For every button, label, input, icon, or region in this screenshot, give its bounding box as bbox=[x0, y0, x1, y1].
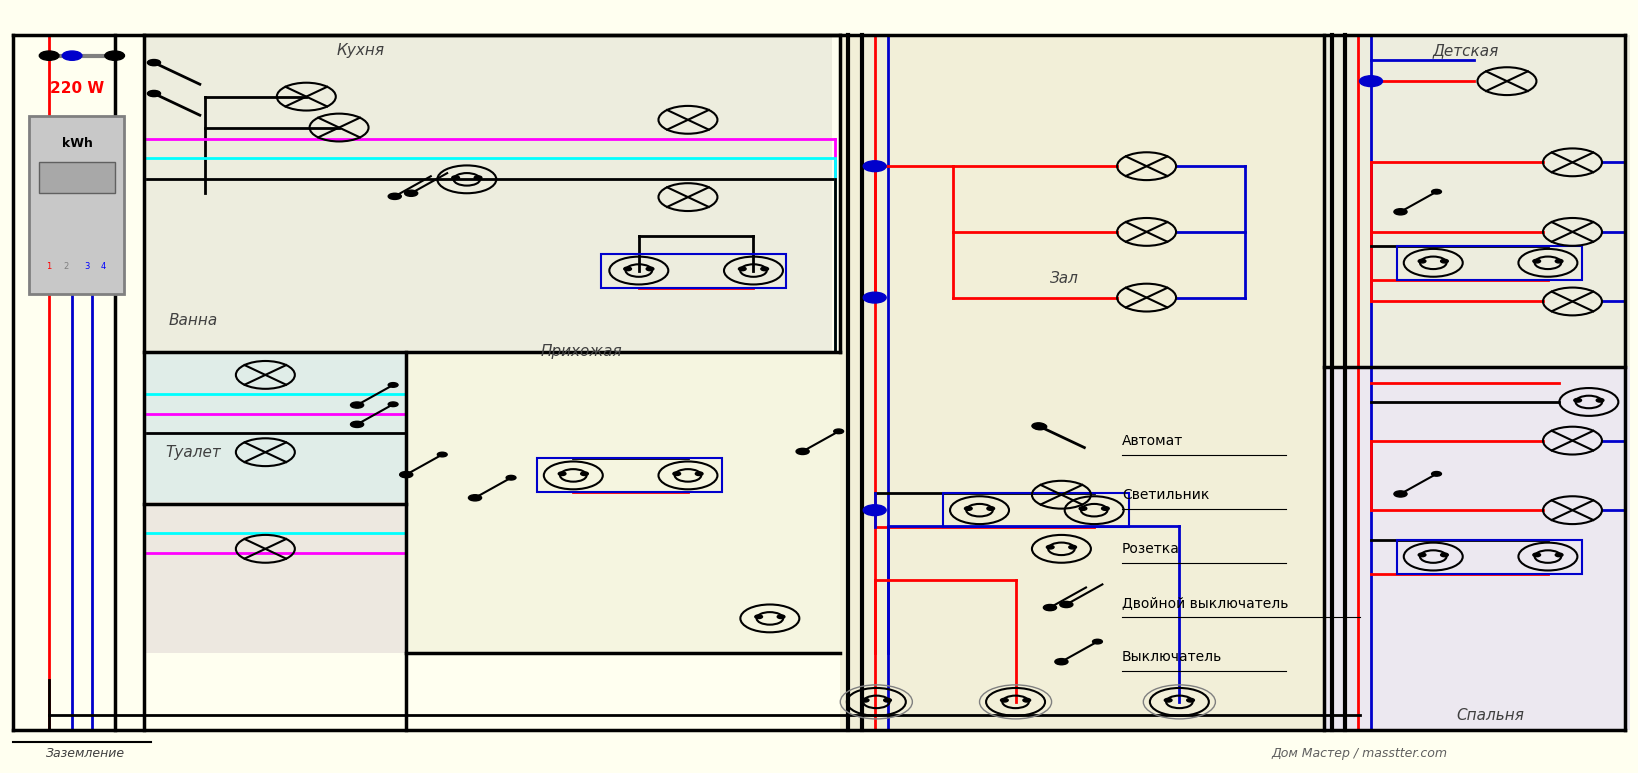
Text: 1: 1 bbox=[46, 262, 52, 271]
Text: Выключатель: Выключатель bbox=[1122, 650, 1222, 664]
Text: kWh: kWh bbox=[62, 137, 92, 149]
Circle shape bbox=[776, 615, 785, 618]
Text: Кухня: Кухня bbox=[336, 43, 385, 58]
Text: Дом Мастер / masstter.com: Дом Мастер / masstter.com bbox=[1271, 747, 1448, 760]
Circle shape bbox=[1047, 546, 1055, 549]
Text: Светильник: Светильник bbox=[1122, 488, 1209, 502]
Circle shape bbox=[437, 452, 447, 457]
Text: Розетка: Розетка bbox=[1122, 542, 1179, 556]
Circle shape bbox=[965, 507, 973, 510]
Circle shape bbox=[1554, 553, 1563, 557]
Circle shape bbox=[1060, 601, 1073, 608]
Text: Заземление: Заземление bbox=[46, 747, 124, 760]
Circle shape bbox=[1032, 423, 1045, 429]
Text: 220 W: 220 W bbox=[49, 81, 105, 97]
Text: Ванна: Ванна bbox=[169, 313, 218, 329]
Circle shape bbox=[1022, 699, 1030, 702]
Circle shape bbox=[1419, 553, 1425, 557]
Circle shape bbox=[388, 383, 398, 387]
Circle shape bbox=[147, 90, 161, 97]
Circle shape bbox=[1093, 639, 1102, 644]
Circle shape bbox=[1394, 491, 1407, 497]
Text: 4: 4 bbox=[100, 262, 106, 271]
Circle shape bbox=[1432, 472, 1441, 476]
Circle shape bbox=[1432, 189, 1441, 194]
Circle shape bbox=[862, 699, 870, 702]
Bar bbox=[1397, 246, 1582, 280]
Text: Туалет: Туалет bbox=[165, 444, 221, 460]
Circle shape bbox=[1001, 699, 1007, 702]
Circle shape bbox=[452, 176, 459, 179]
Circle shape bbox=[1079, 507, 1088, 510]
Circle shape bbox=[405, 190, 418, 196]
Circle shape bbox=[1419, 259, 1425, 263]
Circle shape bbox=[506, 475, 516, 480]
Circle shape bbox=[1533, 259, 1540, 263]
Circle shape bbox=[105, 51, 124, 60]
Text: Детская: Детская bbox=[1433, 43, 1499, 58]
Text: Двойной выключатель: Двойной выключатель bbox=[1122, 596, 1289, 610]
Text: 3: 3 bbox=[84, 262, 90, 271]
Circle shape bbox=[695, 472, 703, 475]
Bar bbox=[144, 35, 832, 352]
Circle shape bbox=[1441, 553, 1448, 557]
Circle shape bbox=[147, 60, 161, 66]
Circle shape bbox=[400, 472, 413, 478]
Circle shape bbox=[762, 267, 768, 271]
Circle shape bbox=[1101, 507, 1109, 510]
Circle shape bbox=[388, 402, 398, 407]
Circle shape bbox=[1574, 399, 1582, 402]
Circle shape bbox=[834, 429, 844, 434]
Circle shape bbox=[1441, 259, 1448, 263]
Circle shape bbox=[1034, 424, 1047, 430]
Bar bbox=[39, 162, 115, 193]
Circle shape bbox=[885, 699, 891, 702]
Circle shape bbox=[475, 176, 482, 179]
Bar bbox=[537, 458, 722, 492]
Bar bbox=[406, 352, 840, 653]
Circle shape bbox=[559, 472, 565, 475]
Circle shape bbox=[624, 267, 631, 271]
Circle shape bbox=[581, 472, 588, 475]
Circle shape bbox=[1595, 399, 1604, 402]
Circle shape bbox=[863, 161, 886, 172]
Bar bbox=[29, 116, 124, 294]
Circle shape bbox=[39, 51, 59, 60]
Circle shape bbox=[986, 507, 994, 510]
Circle shape bbox=[468, 495, 482, 501]
Bar bbox=[601, 254, 786, 288]
Circle shape bbox=[739, 267, 745, 271]
Circle shape bbox=[1533, 553, 1540, 557]
Circle shape bbox=[673, 472, 681, 475]
Text: 2: 2 bbox=[62, 262, 69, 271]
Circle shape bbox=[1360, 76, 1382, 87]
Circle shape bbox=[1043, 604, 1057, 611]
Circle shape bbox=[1068, 546, 1076, 549]
Text: Спальня: Спальня bbox=[1456, 707, 1525, 723]
Circle shape bbox=[647, 267, 654, 271]
Text: Прихожая: Прихожая bbox=[541, 344, 622, 359]
Circle shape bbox=[755, 615, 762, 618]
Circle shape bbox=[1394, 209, 1407, 215]
Circle shape bbox=[351, 421, 364, 427]
Circle shape bbox=[1554, 259, 1563, 263]
Circle shape bbox=[388, 193, 401, 199]
Circle shape bbox=[1165, 699, 1173, 702]
Circle shape bbox=[62, 51, 82, 60]
Circle shape bbox=[1055, 659, 1068, 665]
Bar bbox=[144, 352, 406, 502]
Bar bbox=[1324, 367, 1630, 730]
Bar bbox=[1324, 35, 1630, 367]
Bar bbox=[943, 493, 1129, 527]
Bar bbox=[1397, 540, 1582, 574]
Bar bbox=[144, 502, 406, 653]
Circle shape bbox=[796, 448, 809, 455]
Text: Зал: Зал bbox=[1050, 271, 1079, 286]
Circle shape bbox=[1186, 699, 1194, 702]
Circle shape bbox=[863, 292, 886, 303]
Bar bbox=[840, 35, 1324, 730]
Circle shape bbox=[863, 505, 886, 516]
Text: Автомат: Автомат bbox=[1122, 434, 1183, 448]
Circle shape bbox=[351, 402, 364, 408]
